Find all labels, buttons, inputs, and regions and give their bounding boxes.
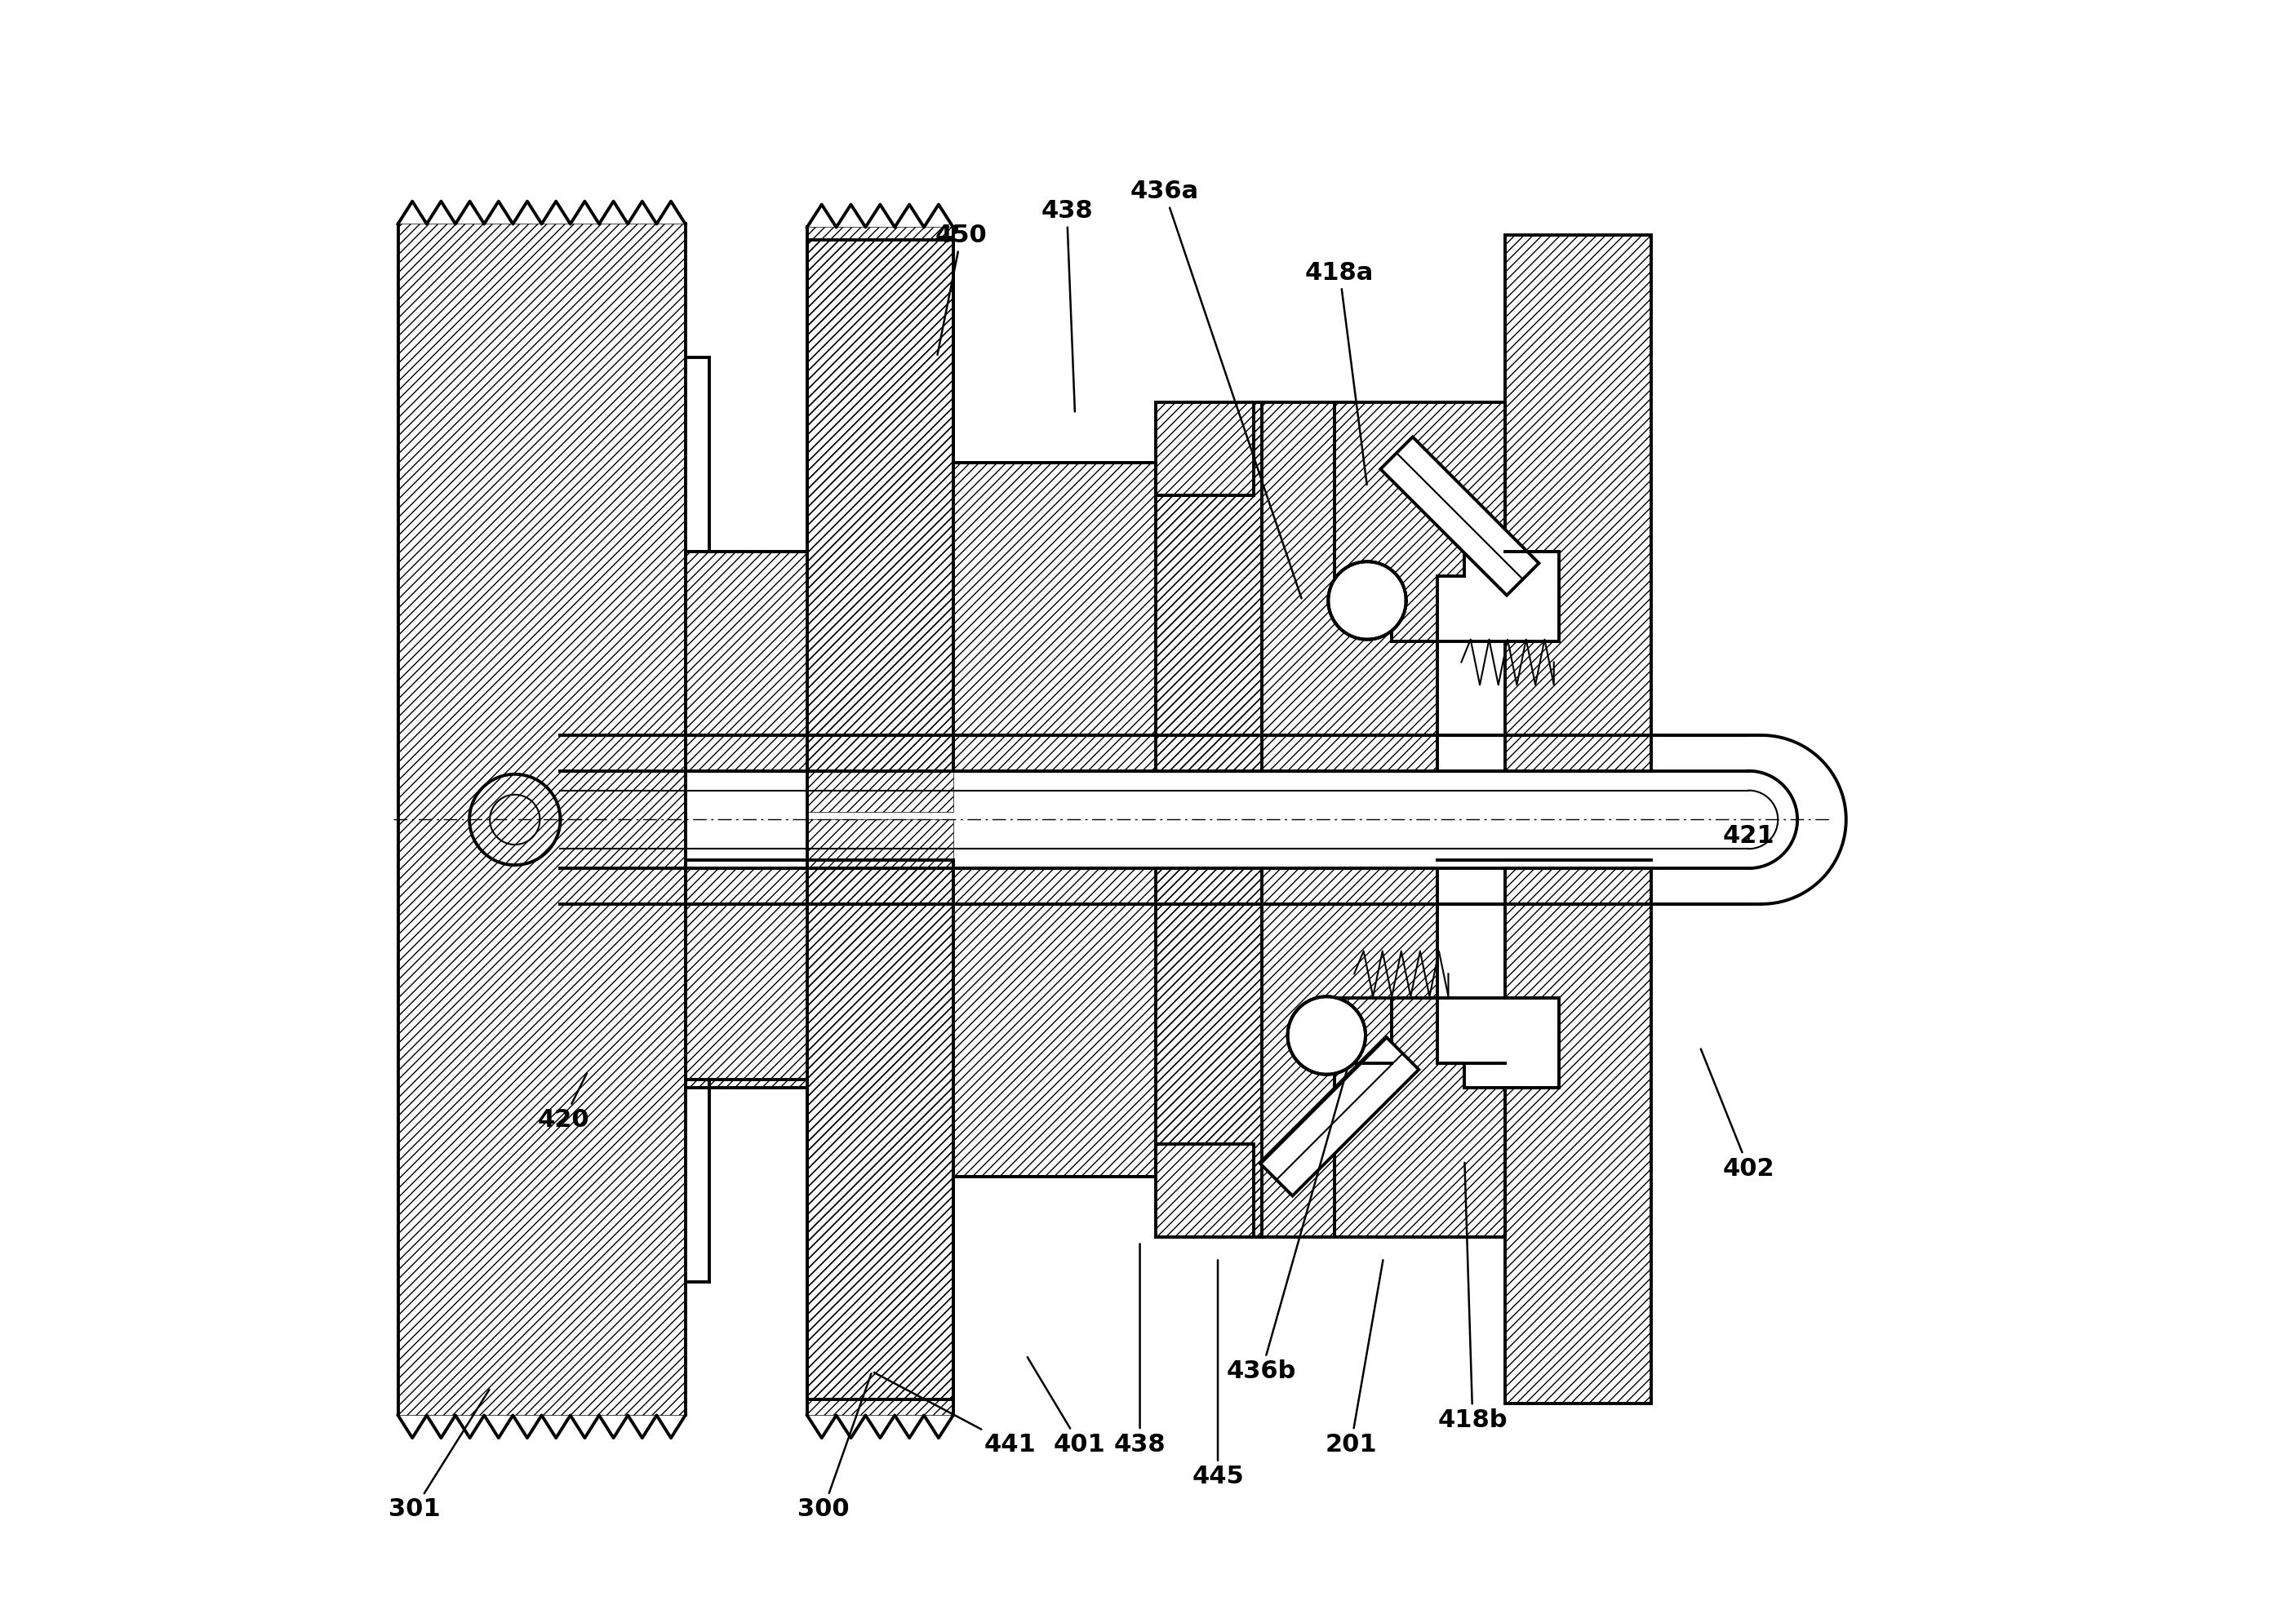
Text: 401: 401 [1026, 1357, 1107, 1456]
Text: 436a: 436a [1130, 180, 1302, 599]
Circle shape [1288, 997, 1366, 1074]
Text: 420: 420 [537, 1073, 590, 1131]
Circle shape [1327, 562, 1405, 639]
Text: 421: 421 [1722, 824, 1775, 847]
Text: 441: 441 [875, 1373, 1035, 1456]
Text: 450: 450 [934, 224, 987, 355]
Text: 418a: 418a [1304, 261, 1373, 485]
Text: 445: 445 [1192, 1259, 1244, 1488]
Text: 418b: 418b [1437, 1162, 1508, 1431]
Text: 436b: 436b [1226, 1040, 1355, 1383]
Text: 438: 438 [1114, 1243, 1166, 1456]
Polygon shape [1261, 1037, 1419, 1196]
Text: 201: 201 [1325, 1259, 1382, 1456]
Text: 300: 300 [797, 1373, 870, 1521]
Text: 301: 301 [388, 1389, 489, 1521]
Polygon shape [1380, 437, 1538, 596]
Text: 402: 402 [1701, 1048, 1775, 1180]
Text: 438: 438 [1040, 200, 1093, 412]
